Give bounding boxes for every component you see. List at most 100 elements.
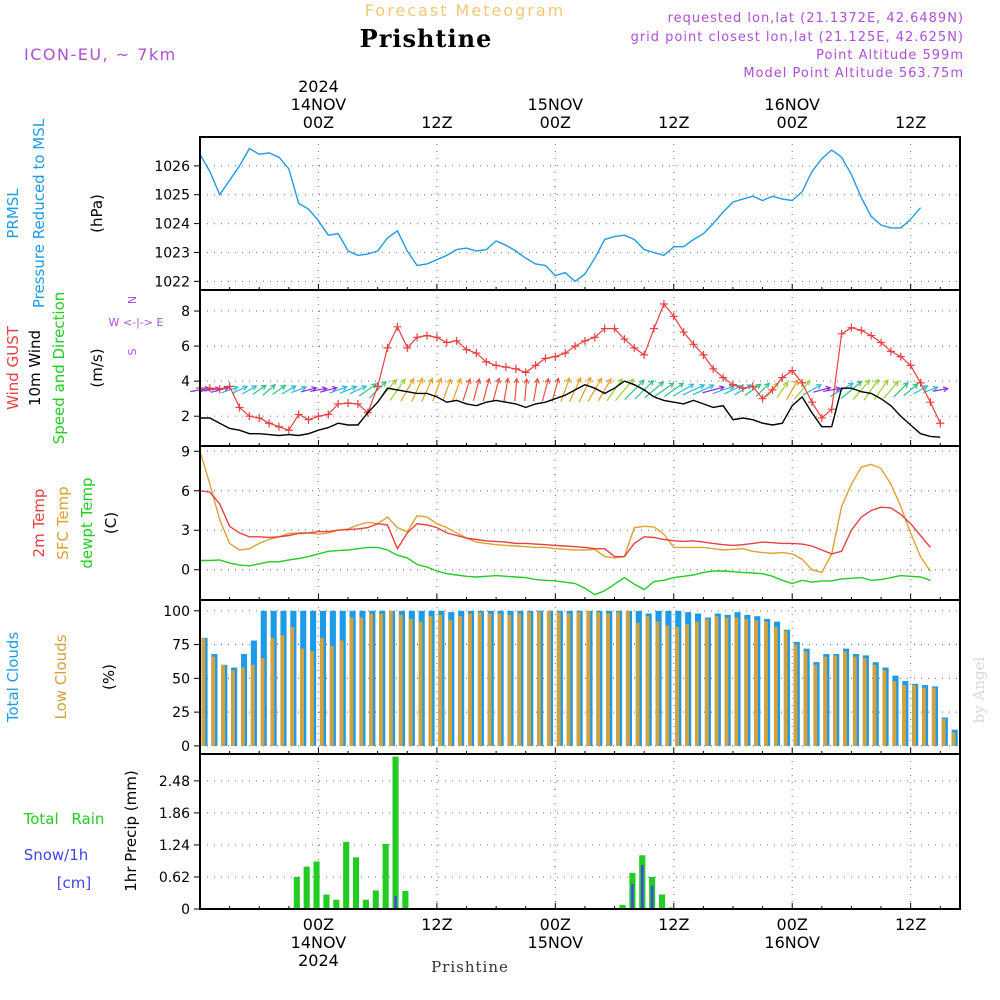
dewpoint-line [200, 546, 931, 596]
header: Forecast Meteogram Prishtine ICON-EU, ~ … [24, 1, 964, 81]
gust-marker [501, 363, 510, 372]
gust-marker [353, 399, 362, 408]
gust-marker [482, 357, 491, 366]
wind-arrow-head [495, 377, 501, 384]
gust-marker [413, 333, 422, 342]
rain-bar [372, 890, 379, 909]
wind-arrow [231, 385, 248, 395]
wind-arrow [682, 384, 705, 396]
low-cloud-bar [507, 614, 512, 746]
snow-bar [631, 884, 634, 909]
low-cloud-bar [221, 664, 226, 746]
wind-arrow [893, 382, 909, 398]
gust-marker [807, 398, 816, 407]
panel-wind: 2 4 6 8 [0, 0, 961, 447]
gust-marker [788, 366, 797, 375]
gust-marker [373, 382, 382, 391]
wind-arrow [663, 382, 684, 398]
low-cloud-bar [912, 685, 916, 746]
gust-marker [294, 410, 303, 419]
wind-arrow-head [708, 384, 715, 390]
wind-arrow-head [815, 384, 823, 390]
bottom-time-label: 12Z [421, 915, 452, 934]
rain-bar [313, 861, 320, 909]
panel-label: 10m Wind [26, 330, 44, 406]
total-rain-label: Total Rain [23, 810, 105, 828]
wind-arrow-head [746, 384, 753, 390]
wind-arrow-head [485, 377, 491, 384]
gust-marker [728, 380, 737, 389]
rain-bar [343, 841, 350, 909]
wind-arrow-head [242, 385, 249, 391]
wind-arrow [252, 384, 267, 395]
bottom-time-label: 2024 [298, 951, 339, 970]
gust-marker [590, 333, 599, 342]
wind-arrow [421, 378, 433, 402]
panel-frame [199, 445, 961, 601]
wind-arrow [863, 379, 879, 401]
gust-marker [334, 399, 343, 408]
low-cloud-bar [389, 610, 393, 746]
wind-arrow-head [648, 379, 655, 386]
top-time-label: 15NOV [528, 95, 584, 114]
gust-marker [867, 331, 876, 340]
wind-arrow [411, 378, 424, 402]
gust-line [200, 302, 941, 431]
wind-arrow-head [942, 386, 949, 393]
snow-bar [641, 865, 644, 909]
low-cloud-bar [290, 627, 295, 746]
wind-arrow-head [586, 376, 592, 383]
low-cloud-bar [645, 616, 650, 746]
rain-bar [293, 876, 300, 909]
wind-arrow [442, 378, 452, 402]
wind-arrow [776, 382, 789, 398]
y-tick-label: 1.24 [159, 838, 190, 854]
wind-arrow-head [883, 379, 889, 386]
wind-arrow [606, 378, 623, 402]
top-time-label: 00Z [303, 113, 334, 132]
rain-bar [392, 756, 399, 909]
panel-label: Low Clouds [52, 634, 70, 719]
low-cloud-bar [665, 625, 670, 746]
y-tick-label: 100 [163, 604, 190, 620]
wind-arrow [358, 383, 377, 397]
low-cloud-bar [339, 640, 344, 746]
low-cloud-bar [635, 622, 640, 746]
rain-bar [382, 843, 389, 909]
low-cloud-bar [398, 614, 403, 746]
low-cloud-bar [280, 635, 285, 746]
low-cloud-bar [211, 656, 216, 746]
wind-arrow-head [544, 377, 551, 384]
gust-marker [423, 331, 432, 340]
wind-arrow-head [668, 382, 675, 388]
gust-marker [442, 338, 451, 347]
panel-label: (%) [100, 664, 118, 690]
low-cloud-bar [764, 621, 768, 746]
panel-label: Speed and Direction [50, 292, 68, 445]
low-cloud-bar [418, 621, 423, 746]
wind-arrow-head [400, 378, 406, 385]
wind-arrow-head [554, 377, 561, 384]
compass-north: N [126, 296, 139, 304]
wind-arrow-head [301, 385, 308, 392]
gust-marker [620, 335, 629, 344]
low-cloud-bar [428, 616, 433, 746]
precip-axis-label: 1hr Precip (mm) [122, 770, 140, 891]
gust-marker [778, 373, 787, 382]
grid-point-coords: grid point closest lon,lat (21.125E, 42.… [631, 30, 964, 45]
bottom-time-label: 00Z [303, 915, 334, 934]
low-cloud-bar [319, 637, 324, 746]
gust-marker [640, 350, 649, 359]
wind-arrow [349, 385, 367, 395]
wind-arrow-head [606, 377, 612, 385]
wind-arrow [587, 378, 602, 402]
gust-marker [679, 328, 688, 337]
wind-arrow-head [290, 385, 297, 391]
gust-marker [274, 422, 283, 431]
wind-arrow [533, 378, 539, 402]
wind-arrow-head [533, 377, 540, 384]
wind-arrow-head [678, 382, 685, 388]
y-tick-label: 0.62 [159, 870, 190, 886]
wind-arrow-head [793, 379, 799, 386]
top-time-label: 2024 [298, 77, 339, 96]
